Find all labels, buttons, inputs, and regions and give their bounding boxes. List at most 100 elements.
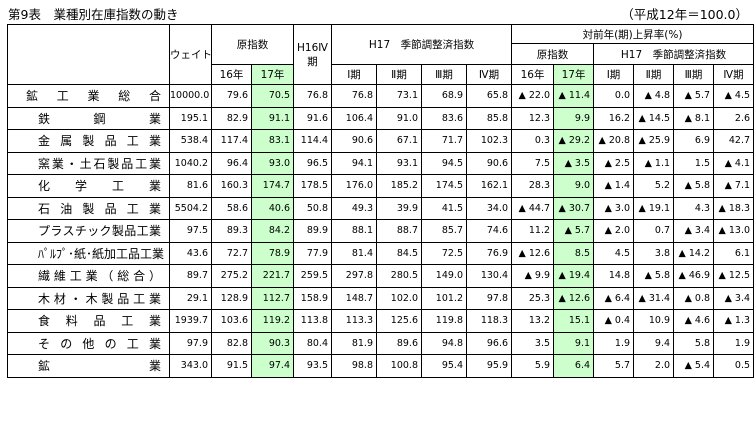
cell-q4: 118.3 [465,309,513,333]
cell-q1: 113.3 [331,309,377,333]
cell-rq1: ▲ 0.4 [593,309,635,333]
header-q2: Ⅱ期 [376,64,422,85]
cell-rq4: 6.1 [713,241,755,265]
cell-q2: 125.6 [376,309,422,333]
header-yoy-q1: Ⅰ期 [593,64,635,85]
table-row: 木材・木製品工業 29.1 128.9 112.7 158.9 148.7 102.0 101… [7,286,755,310]
cell-rq3: ▲ 4.6 [673,309,715,333]
cell-r17: 15.1 [553,309,595,333]
cell-rq1: 4.5 [593,241,635,265]
cell-h16q4: 113.8 [293,309,332,333]
cell-q4: 74.6 [465,219,513,243]
header-y17: 17年 [251,64,294,85]
cell-r16: ▲ 9.9 [511,264,555,288]
cell-weight: 97.9 [169,331,212,355]
cell-rq2: ▲ 1.1 [633,151,675,175]
cell-q4: 130.4 [465,264,513,288]
table-row: その他の工業 97.9 82.8 90.3 80.4 81.9 89.6 94.8 96.6 3.… [7,331,755,355]
cell-y17: 90.3 [251,331,294,355]
header-yoy-raw: 原指数 [511,43,595,65]
cell-q1: 148.7 [331,286,377,310]
cell-q2: 93.1 [376,151,422,175]
cell-r16: ▲ 22.0 [511,84,555,108]
cell-r17: ▲ 30.7 [553,196,595,220]
cell-y16: 96.4 [211,151,252,175]
header-y16: 16年 [211,64,252,85]
industry-name: 金属製品工業 [7,129,170,153]
cell-rq4: ▲ 1.3 [713,309,755,333]
cell-q2: 102.0 [376,286,422,310]
industry-name: プラスチック製品工業 [7,219,170,243]
cell-weight: 10000.0 [169,84,212,108]
cell-rq1: ▲ 20.8 [593,129,635,153]
table-row: 窯業・土石製品工業 1040.2 96.4 93.0 96.5 94.1 93.1 94.5 9… [7,151,755,175]
cell-r16: 0.3 [511,129,555,153]
cell-r16: 5.9 [511,354,555,378]
cell-h16q4: 80.4 [293,331,332,355]
cell-rq4: 0.5 [713,354,755,378]
header-yoy-q2: Ⅱ期 [633,64,675,85]
cell-h16q4: 76.8 [293,84,332,108]
table-row: 鉱工業総合 10000.0 79.6 70.5 76.8 76.8 73.1 68.9 65.8… [7,84,755,108]
table-row: 鉄鋼業 195.1 82.9 91.1 91.6 106.4 91.0 83.6 85.8 12.… [7,106,755,130]
cell-rq1: ▲ 2.0 [593,219,635,243]
cell-r17: ▲ 11.4 [553,84,595,108]
cell-rq1: 0.0 [593,84,635,108]
cell-weight: 81.6 [169,174,212,198]
cell-q2: 84.5 [376,241,422,265]
cell-weight: 1040.2 [169,151,212,175]
cell-weight: 538.4 [169,129,212,153]
cell-rq2: 10.9 [633,309,675,333]
header-yoy-y16: 16年 [511,64,555,85]
cell-q3: 94.8 [421,331,467,355]
cell-y17: 70.5 [251,84,294,108]
cell-q1: 88.1 [331,219,377,243]
cell-q3: 83.6 [421,106,467,130]
header-q4: Ⅳ期 [465,64,513,85]
cell-y16: 82.8 [211,331,252,355]
cell-q4: 95.9 [465,354,513,378]
cell-rq2: ▲ 25.9 [633,129,675,153]
cell-q1: 81.4 [331,241,377,265]
cell-y16: 91.5 [211,354,252,378]
header-h16q4: H16Ⅳ期 [293,24,332,85]
header-h17-sa: H17 季節調整済指数 [330,24,513,65]
cell-r17: 9.9 [553,106,595,130]
cell-r16: 28.3 [511,174,555,198]
header-yoy-sa: H17 季節調整済指数 [593,43,755,65]
cell-r16: 25.3 [511,286,555,310]
header-weight: ウェイト [169,24,212,85]
cell-rq4: ▲ 3.4 [713,286,755,310]
industry-name: その他の工業 [7,331,170,355]
cell-q2: 185.2 [376,174,422,198]
cell-q3: 94.5 [421,151,467,175]
cell-y17: 40.6 [251,196,294,220]
cell-q1: 98.8 [331,354,377,378]
cell-q1: 81.9 [331,331,377,355]
cell-rq1: ▲ 2.5 [593,151,635,175]
cell-rq3: 4.3 [673,196,715,220]
cell-rq2: ▲ 19.1 [633,196,675,220]
cell-rq1: ▲ 3.0 [593,196,635,220]
cell-h16q4: 77.9 [293,241,332,265]
cell-r17: ▲ 29.2 [553,129,595,153]
cell-q3: 149.0 [421,264,467,288]
cell-rq2: 3.8 [633,241,675,265]
cell-rq3: ▲ 5.7 [673,84,715,108]
cell-q2: 100.8 [376,354,422,378]
cell-rq3: ▲ 14.2 [673,241,715,265]
cell-q1: 106.4 [331,106,377,130]
industry-name: 食料品工業 [7,309,170,333]
header-q1: Ⅰ期 [331,64,377,85]
cell-rq3: ▲ 5.8 [673,174,715,198]
industry-name: 鉄鋼業 [7,106,170,130]
cell-rq2: 5.2 [633,174,675,198]
cell-rq1: ▲ 1.4 [593,174,635,198]
cell-rq4: ▲ 13.0 [713,219,755,243]
cell-rq2: ▲ 31.4 [633,286,675,310]
cell-weight: 5504.2 [169,196,212,220]
cell-q4: 76.9 [465,241,513,265]
industry-name: 鉱工業総合 [7,84,170,108]
cell-q3: 174.5 [421,174,467,198]
cell-weight: 1939.7 [169,309,212,333]
